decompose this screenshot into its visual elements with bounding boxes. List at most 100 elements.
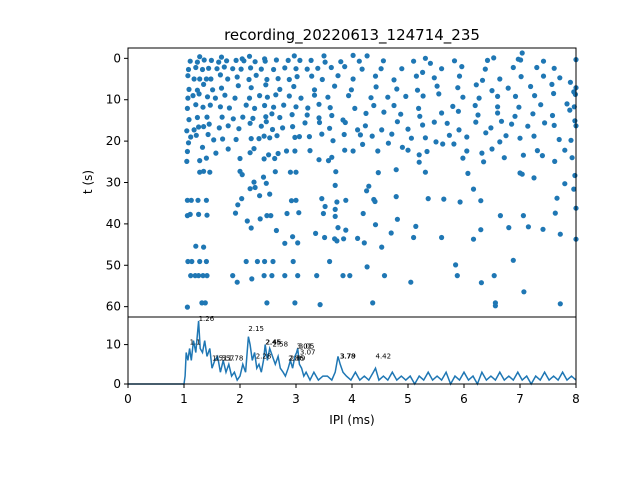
raster-point [335, 225, 341, 231]
raster-point [489, 88, 495, 94]
histogram-peak-label: 1.26 [199, 315, 215, 323]
raster-point [252, 59, 258, 65]
raster-point [316, 157, 322, 163]
raster-point [373, 84, 379, 90]
raster-point [262, 258, 268, 265]
histogram-peak-label: 2.45 [265, 339, 281, 347]
raster-point [322, 59, 328, 65]
raster-point [521, 289, 527, 295]
raster-point [478, 198, 484, 204]
raster-point [515, 56, 521, 62]
raster-point [440, 141, 446, 147]
raster-point [204, 94, 211, 100]
raster-point [277, 114, 283, 121]
raster-point [413, 223, 419, 229]
raster-point [370, 300, 376, 306]
histogram-x-tick-label: 3 [292, 392, 300, 406]
raster-point [332, 213, 338, 219]
raster-point [328, 64, 334, 71]
raster-point [325, 158, 332, 164]
raster-point [368, 95, 374, 101]
raster-point [199, 66, 206, 73]
raster-point [205, 131, 211, 138]
raster-point [551, 90, 557, 97]
histogram-peak-label: 3.01 [297, 343, 313, 351]
raster-point [269, 273, 275, 279]
raster-point [225, 146, 231, 152]
raster-point [568, 137, 574, 143]
raster-point [525, 224, 532, 230]
raster-point [217, 104, 223, 110]
raster-point [311, 92, 318, 98]
histogram-x-tick-label: 7 [516, 392, 524, 406]
raster-point [332, 206, 338, 212]
raster-point [204, 212, 210, 218]
histogram-x-tick-label: 8 [572, 392, 580, 406]
raster-point [528, 83, 534, 90]
raster-point [193, 132, 199, 138]
raster-point [540, 58, 547, 64]
raster-point [212, 95, 218, 101]
raster-point [295, 240, 301, 246]
raster-point [532, 93, 538, 99]
raster-point [206, 65, 212, 71]
histogram-x-tick-label: 4 [348, 392, 356, 406]
raster-y-tick-label: 50 [106, 258, 121, 272]
raster-point [222, 92, 228, 98]
raster-point [512, 93, 519, 99]
raster-point [218, 85, 225, 91]
raster-y-tick-label: 30 [106, 176, 121, 190]
raster-point [355, 235, 361, 241]
raster-point [335, 73, 341, 79]
raster-point [248, 85, 254, 91]
raster-point [451, 58, 458, 64]
raster-point [517, 135, 523, 141]
raster-point [194, 59, 200, 65]
raster-point [267, 135, 273, 141]
raster-point [285, 57, 291, 64]
raster-point [509, 121, 515, 127]
raster-point [333, 169, 339, 175]
raster-point [562, 147, 568, 153]
histogram-peak-label: 1.7 [223, 354, 234, 362]
raster-point [289, 112, 295, 118]
raster-y-tick-label: 10 [106, 93, 121, 107]
raster-point [322, 203, 328, 210]
raster-point [450, 103, 456, 109]
raster-point [237, 155, 243, 162]
raster-point [203, 155, 209, 161]
raster-point [381, 273, 388, 279]
raster-point [497, 139, 503, 145]
raster-point [420, 69, 426, 75]
raster-point [194, 114, 200, 121]
raster-point [332, 83, 338, 89]
raster-point [293, 104, 299, 110]
raster-point [473, 119, 479, 125]
raster-point [388, 230, 394, 236]
raster-point [186, 117, 192, 123]
raster-point [208, 57, 214, 64]
raster-point [263, 82, 269, 88]
raster-point [314, 273, 320, 279]
raster-point [275, 150, 281, 157]
raster-point [408, 279, 414, 285]
raster-point [235, 83, 241, 89]
raster-point [483, 130, 489, 136]
raster-point [549, 81, 555, 87]
raster-point [379, 127, 385, 133]
raster-point [517, 170, 523, 176]
raster-point [506, 225, 512, 231]
raster-point [342, 147, 348, 153]
raster-point [256, 136, 262, 142]
raster-point [203, 258, 209, 265]
raster-point [340, 273, 346, 279]
histogram-x-tick-label: 2 [236, 392, 244, 406]
raster-point [305, 105, 311, 111]
histogram-y-tick-label: 0 [113, 377, 121, 391]
raster-point [185, 66, 192, 73]
raster-point [476, 95, 482, 101]
raster-point [226, 105, 232, 111]
raster-point [364, 264, 370, 270]
raster-point [293, 66, 299, 72]
raster-point [253, 72, 259, 78]
